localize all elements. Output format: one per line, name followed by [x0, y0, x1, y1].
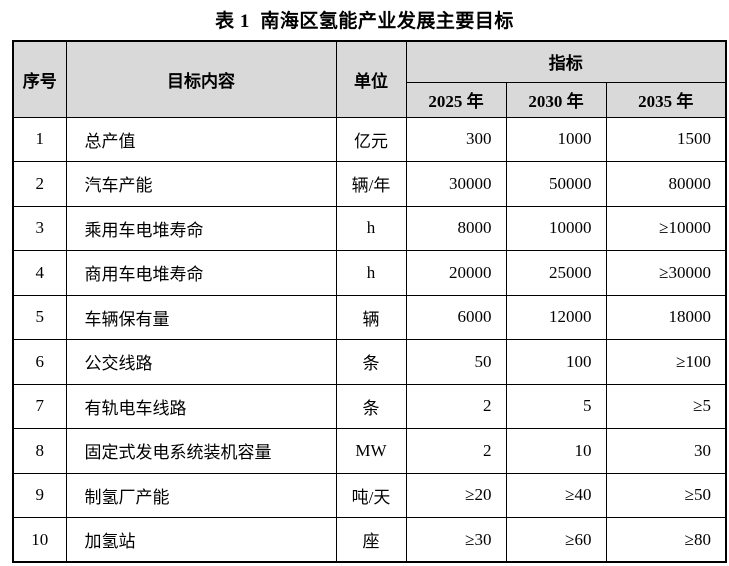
row-value-2030-cell: 12000: [505, 294, 607, 340]
row-no-cell: 9: [12, 472, 67, 518]
table-row: 4 商用车电堆寿命 h 20000 25000 ≥30000: [12, 250, 727, 296]
row-value-2025-cell: 300: [405, 116, 507, 162]
row-value-2025-cell: 50: [405, 339, 507, 385]
header-cell-unit: 单位: [335, 40, 407, 118]
row-value-2025-cell: 20000: [405, 250, 507, 296]
row-value-2035-cell: ≥80: [605, 517, 727, 563]
row-no-cell: 5: [12, 294, 67, 340]
row-value-2030-cell: 5: [505, 383, 607, 429]
header-cell-year-2025: 2025 年: [405, 81, 507, 118]
row-no-cell: 6: [12, 339, 67, 385]
table-row: 2 汽车产能 辆/年 30000 50000 80000: [12, 161, 727, 207]
row-value-2035-cell: 1500: [605, 116, 727, 162]
row-value-2030-cell: 50000: [505, 161, 607, 207]
header-cell-indicator-group: 指标: [405, 40, 727, 83]
header-cell-year-2035: 2035 年: [605, 81, 727, 118]
table-body: 1 总产值 亿元 300 1000 1500 2 汽车产能 辆/年 30000 50000 80000…: [12, 116, 727, 563]
row-value-2035-cell: ≥100: [605, 339, 727, 385]
row-unit-cell: 亿元: [335, 116, 407, 162]
row-value-2035-cell: ≥30000: [605, 250, 727, 296]
row-value-2030-cell: 10000: [505, 205, 607, 251]
row-value-2025-cell: 2: [405, 428, 507, 474]
row-value-2030-cell: ≥60: [505, 517, 607, 563]
row-unit-cell: 条: [335, 339, 407, 385]
row-no-cell: 1: [12, 116, 67, 162]
table-row: 3 乘用车电堆寿命 h 8000 10000 ≥10000: [12, 205, 727, 251]
table-title: 表 1 南海区氢能产业发展主要目标: [215, 11, 514, 32]
table-row: 6 公交线路条 50 100 ≥100: [12, 339, 727, 385]
table-row: 7 有轨电车线路条 2 5 ≥5: [12, 383, 727, 429]
row-content-cell: 公交线路: [65, 339, 337, 385]
header-cell-no: 序号: [12, 40, 67, 118]
row-value-2035-cell: 30: [605, 428, 727, 474]
row-value-2025-cell: 6000: [405, 294, 507, 340]
header-row-top: 序号 目标内容 单位 指标: [12, 40, 727, 118]
table-header: 序号 目标内容 单位 指标 2025 年 2030 年 2035 年: [12, 40, 727, 118]
row-value-2035-cell: ≥50: [605, 472, 727, 518]
row-content-cell: 总产值: [65, 116, 337, 162]
row-content-cell: 车辆保有量: [65, 294, 337, 340]
row-value-2035-cell: ≥5: [605, 383, 727, 429]
table-row: 8 固定式发电系统装机容量 MW 2 10 30: [12, 428, 727, 474]
row-unit-cell: h: [335, 250, 407, 296]
table-row: 1 总产值 亿元 300 1000 1500: [12, 116, 727, 162]
row-value-2030-cell: 1000: [505, 116, 607, 162]
row-value-2035-cell: ≥10000: [605, 205, 727, 251]
header-row-years: 2025 年 2030 年 2035 年: [13, 81, 727, 118]
header-cell-year-2030: 2030 年: [505, 81, 607, 118]
row-no-cell: 3: [12, 205, 67, 251]
row-value-2035-cell: 18000: [605, 294, 727, 340]
row-content-cell: 商用车电堆寿命: [65, 250, 337, 296]
row-value-2030-cell: 10: [505, 428, 607, 474]
row-content-cell: 加氢站: [65, 517, 337, 563]
row-unit-cell: 座: [335, 517, 407, 563]
row-value-2025-cell: ≥30: [405, 517, 507, 563]
row-no-cell: 10: [12, 517, 67, 563]
row-value-2025-cell: 2: [405, 383, 507, 429]
table-row: 5 车辆保有量辆 6000 12000 18000: [12, 294, 727, 340]
hydrogen-targets-table: 序号 目标内容 单位 指标 2025 年 2030 年 2035 年 1 总产值亿…: [12, 40, 728, 563]
row-unit-cell: MW: [335, 428, 407, 474]
row-no-cell: 4: [12, 250, 67, 296]
row-value-2030-cell: 100: [505, 339, 607, 385]
row-value-2025-cell: 30000: [405, 161, 507, 207]
row-no-cell: 2: [12, 161, 67, 207]
row-value-2030-cell: 25000: [505, 250, 607, 296]
row-content-cell: 固定式发电系统装机容量: [65, 428, 337, 474]
row-content-cell: 有轨电车线路: [65, 383, 337, 429]
row-no-cell: 7: [12, 383, 67, 429]
row-no-cell: 8: [12, 428, 67, 474]
row-unit-cell: h: [335, 205, 407, 251]
header-cell-content: 目标内容: [65, 40, 337, 118]
row-value-2025-cell: 8000: [405, 205, 507, 251]
row-unit-cell: 条: [335, 383, 407, 429]
table-row: 10 加氢站座 ≥30 ≥60 ≥80: [12, 517, 727, 563]
row-content-cell: 汽车产能: [65, 161, 337, 207]
row-content-cell: 乘用车电堆寿命: [65, 205, 337, 251]
row-unit-cell: 吨/天: [335, 472, 407, 518]
row-value-2030-cell: ≥40: [505, 472, 607, 518]
row-value-2035-cell: 80000: [605, 161, 727, 207]
row-content-cell: 制氢厂产能: [65, 472, 337, 518]
row-unit-cell: 辆/年: [335, 161, 407, 207]
table-row: 9 制氢厂产能 吨/天 ≥20 ≥40 ≥50: [12, 472, 727, 518]
row-unit-cell: 辆: [335, 294, 407, 340]
row-value-2025-cell: ≥20: [405, 472, 507, 518]
